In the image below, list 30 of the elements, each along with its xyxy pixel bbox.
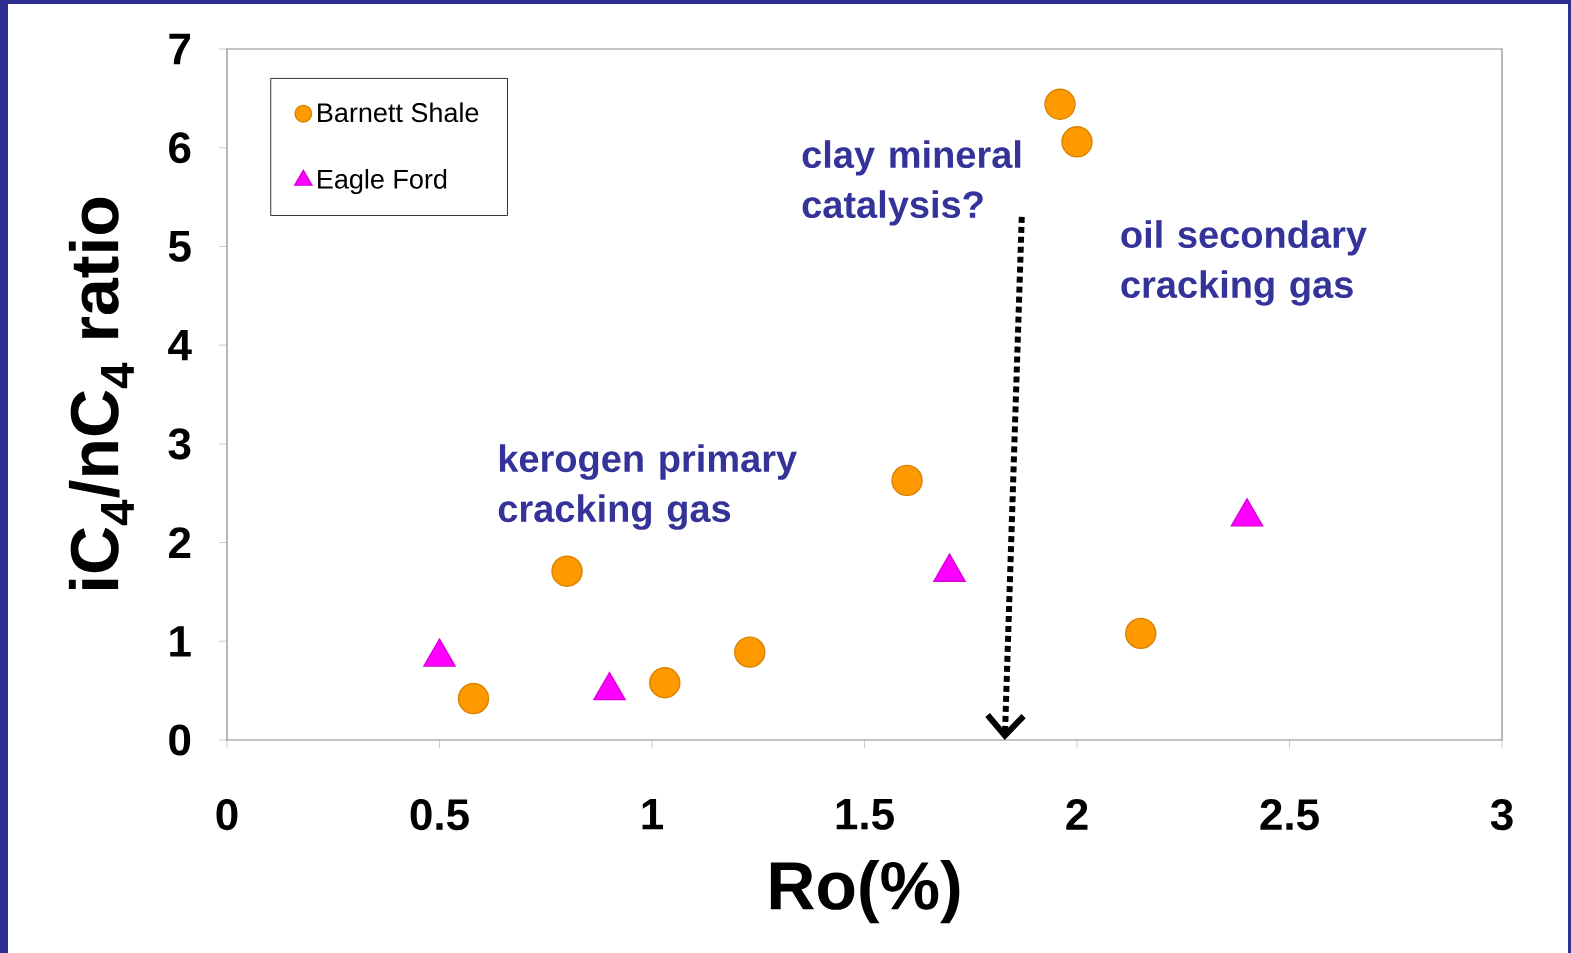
annotation: oil secondary cracking gas	[1121, 220, 1367, 306]
point	[551, 555, 583, 587]
y-tick-label: 7	[169, 33, 191, 65]
point	[649, 667, 681, 699]
point	[457, 682, 490, 715]
y-tick-label: 4	[168, 329, 192, 361]
y-tick-label: 0	[169, 724, 191, 756]
point	[1061, 126, 1093, 158]
legend-label: Eagle Ford	[318, 168, 447, 195]
y-tick-label: 2	[169, 527, 191, 558]
y-tick-label: 1	[170, 626, 191, 657]
x-tick-label: 1	[642, 799, 664, 830]
annotation: clay mineral catalysis?	[802, 140, 1021, 226]
x-tick-label: 3	[1490, 799, 1513, 831]
y-tick-label: 5	[168, 231, 191, 262]
point	[734, 636, 766, 668]
legend-label: Barnett Shale	[318, 102, 479, 123]
x-tick-label: 2	[1066, 799, 1088, 830]
x-tick-label: 1.5	[836, 799, 894, 830]
y-tick-label: 6	[169, 132, 191, 164]
annotation: kerogen primary cracking gas	[498, 444, 797, 530]
point	[891, 464, 923, 497]
x-tick-label: 2.5	[1260, 799, 1319, 831]
y-axis-title: iC$_{4}$/nC$_{4}$ ratio	[68, 197, 134, 590]
y-tick-label: 3	[168, 428, 191, 460]
x-tick-label: 0.5	[410, 799, 469, 831]
point	[1044, 88, 1076, 120]
x-axis-title: Ro(%)	[770, 859, 960, 924]
point	[1125, 617, 1157, 650]
x-tick-label: 0	[216, 799, 238, 831]
